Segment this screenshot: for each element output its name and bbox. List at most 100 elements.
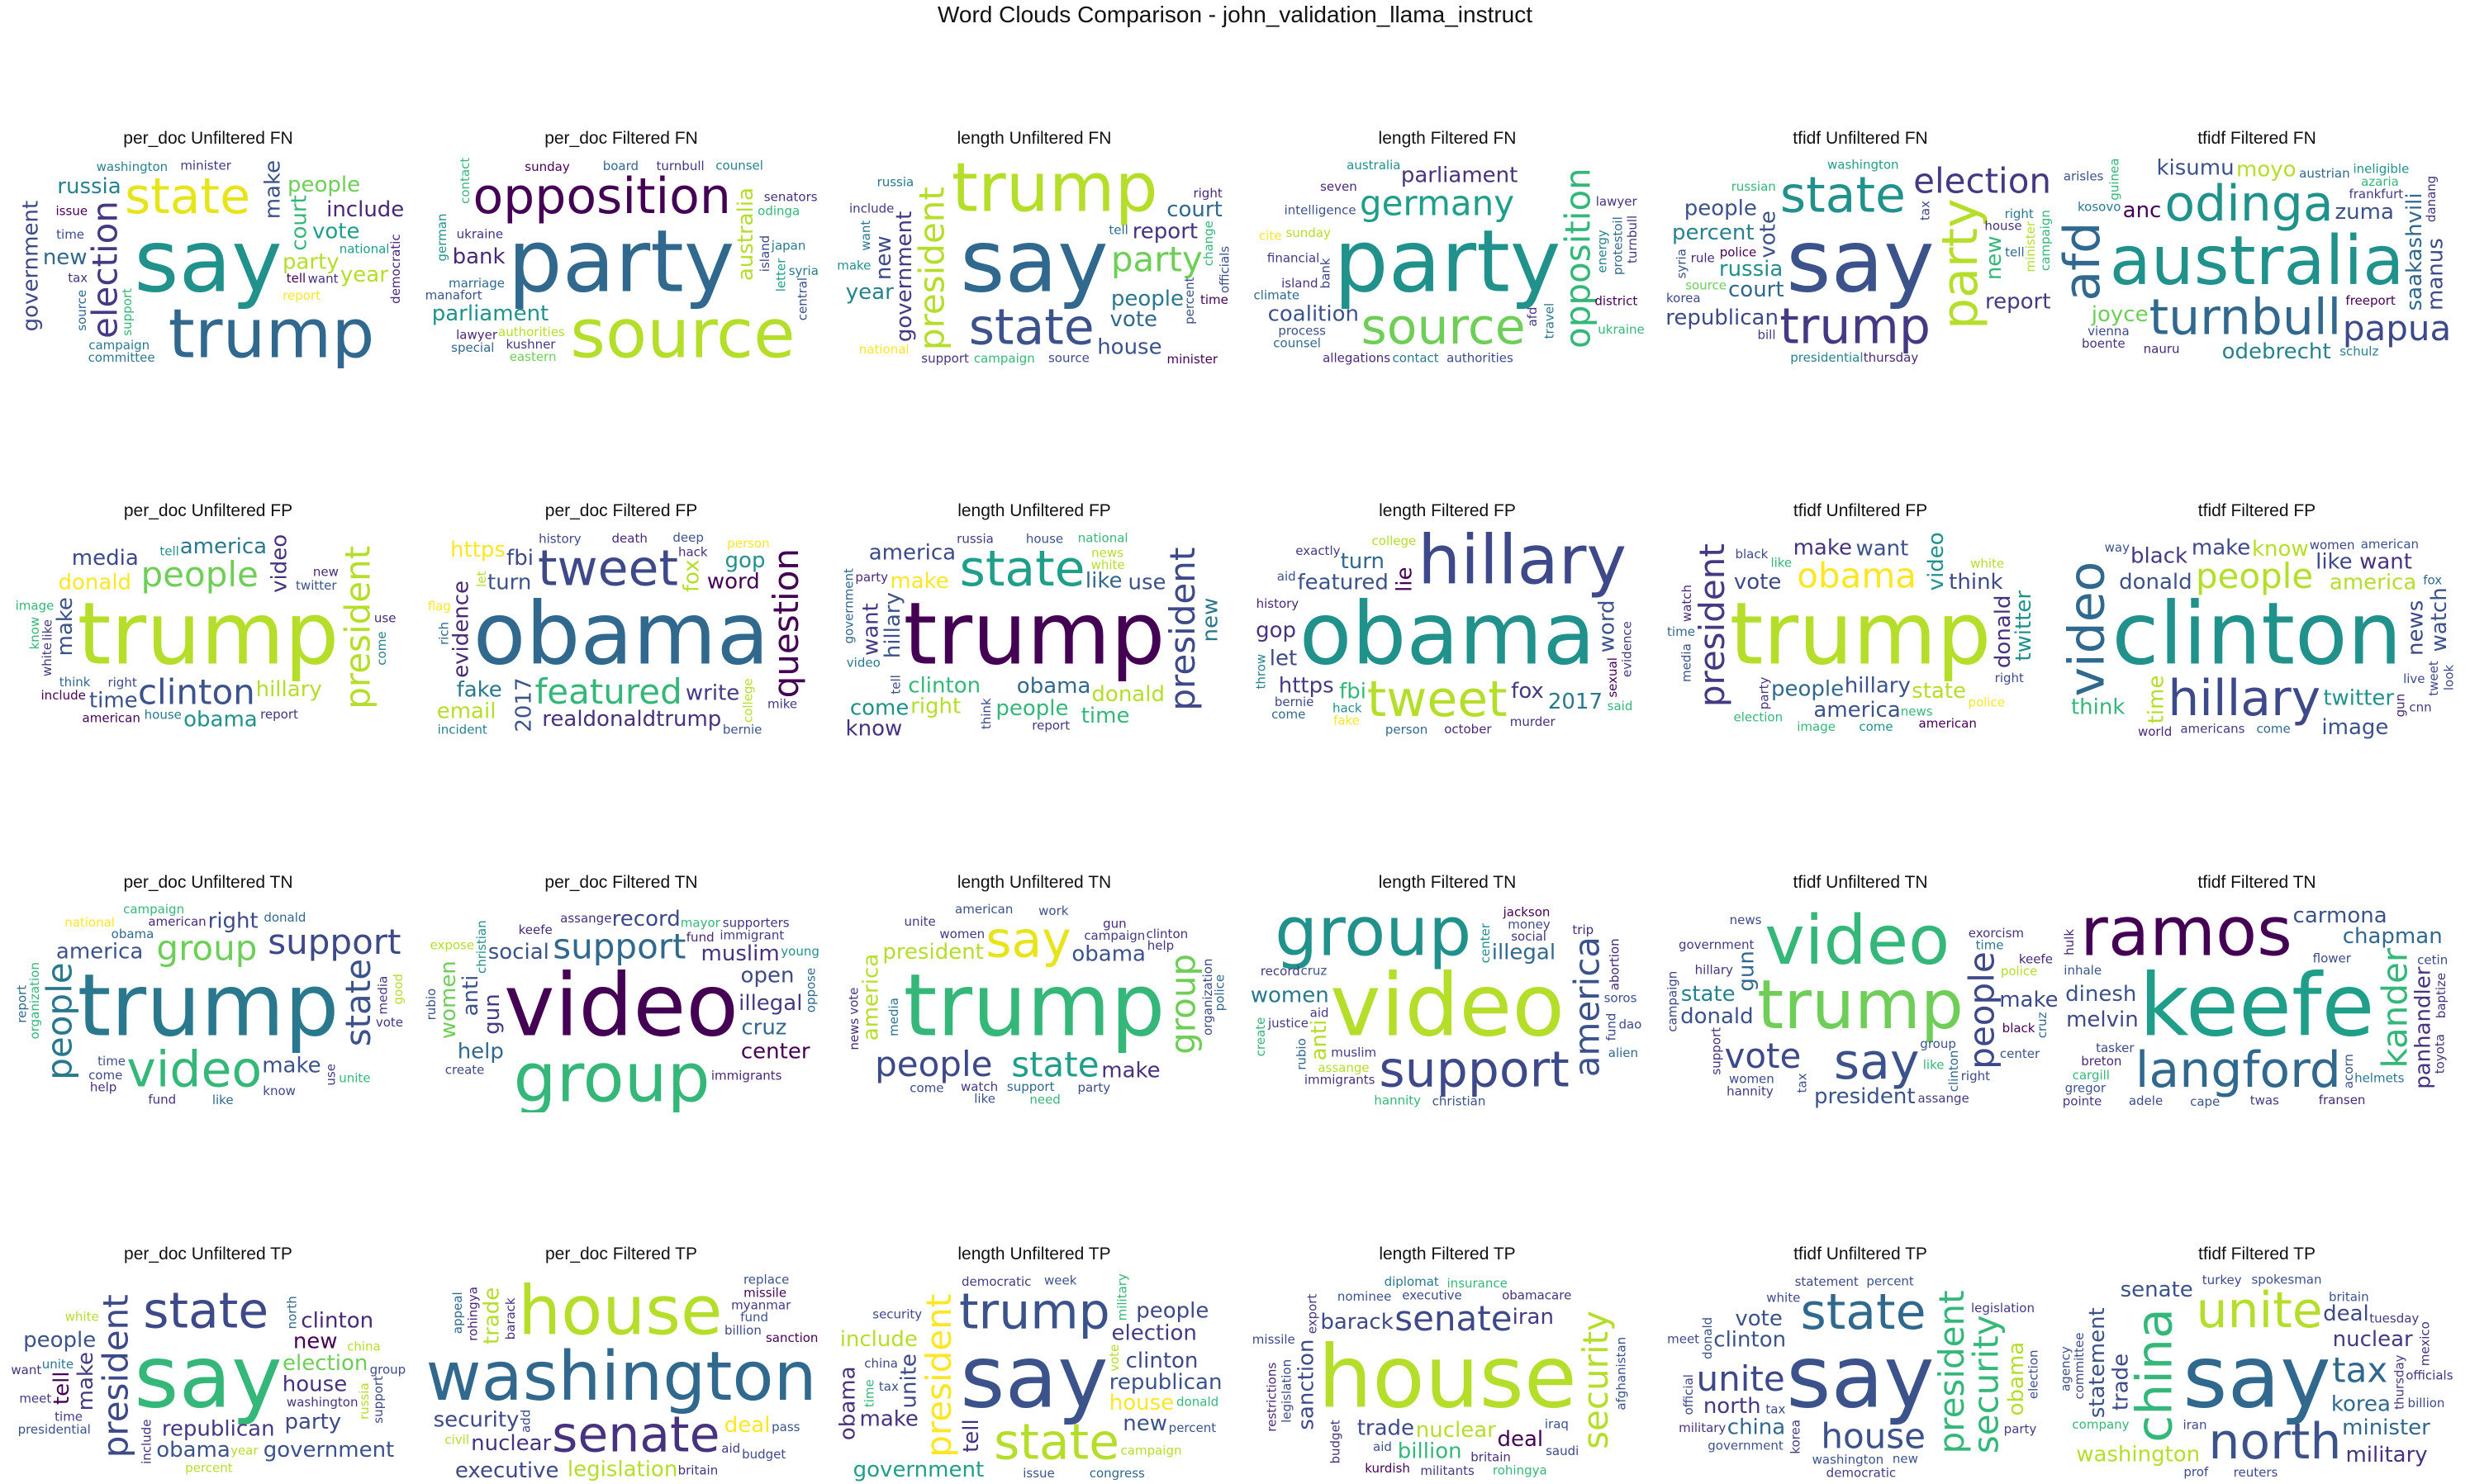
cloud-word: security <box>1575 1311 1616 1449</box>
cloud-word: cruz <box>1301 963 1328 978</box>
cloud-word: https <box>1279 674 1334 699</box>
cloud-word: report <box>1032 718 1070 733</box>
cloud-word: kisumu <box>2156 156 2234 181</box>
cloud-word: arisles <box>2064 168 2104 183</box>
cloud-word: american <box>955 902 1013 917</box>
cloud-word: tax <box>1918 201 1933 220</box>
cloud-word: record <box>612 907 681 932</box>
cloud-word: barack <box>503 1297 518 1339</box>
cloud-word: legislation <box>1279 1359 1294 1423</box>
cloud-word: make <box>860 1407 919 1432</box>
cloud-word: house <box>1097 334 1161 359</box>
cloud-word: central <box>796 277 810 320</box>
cloud-word: president <box>1162 548 1203 711</box>
cloud-word: assange <box>560 911 611 926</box>
cloud-word: watch <box>1679 585 1694 622</box>
cloud-word: support <box>553 926 686 966</box>
cloud-word: center <box>1478 922 1493 963</box>
cloud-word: work <box>1038 903 1069 918</box>
cloud-word: police <box>1720 245 1757 260</box>
cloud-word: opposition <box>1557 168 1598 348</box>
cloud-word: papua <box>2343 308 2451 348</box>
cloud-word: house <box>518 1272 722 1350</box>
cloud-word: vote <box>1755 211 1780 258</box>
cloud-word: ukraine <box>457 227 503 242</box>
cloud-word: president <box>912 187 952 350</box>
cloud-word: twitter <box>2012 590 2036 661</box>
cloud-word: include <box>41 688 86 703</box>
cloud-word: time <box>1976 938 2004 953</box>
cloud-word: question <box>766 548 806 698</box>
cloud-word: women <box>436 960 461 1039</box>
cloud-word: party <box>1756 676 1771 709</box>
cloud-word: unite <box>897 1354 922 1408</box>
cloud-word: turnbull <box>657 159 705 173</box>
cloud-word: want <box>2359 550 2412 575</box>
cloud-word: come <box>2256 721 2290 736</box>
cloud-word: watch <box>961 1079 998 1094</box>
cloud-word: fund <box>686 930 715 945</box>
cloud-word: said <box>1608 699 1633 714</box>
cloud-word: obama <box>473 584 769 685</box>
cloud-word: budget <box>742 1447 786 1462</box>
cloud-word: state <box>969 299 1095 357</box>
cloud-word: obama <box>1071 942 1146 967</box>
cloud-word: time <box>862 1379 876 1407</box>
cloud-word: obama <box>112 927 154 941</box>
cloud-word: president <box>1814 1084 1916 1109</box>
cloud-word: president <box>1692 543 1732 707</box>
cloud-word: pass <box>772 1420 800 1434</box>
cloud-word: party <box>1931 198 1989 330</box>
cloud-word: american <box>2361 537 2419 552</box>
cloud-word: breton <box>2081 1054 2121 1069</box>
cloud-word: exorcism <box>1969 926 2024 941</box>
cloud-word: austrian <box>2299 166 2349 181</box>
cloud-word: tweet <box>538 540 678 598</box>
cloud-word: dao <box>1618 1017 1641 1031</box>
cloud-word: women <box>1729 1072 1774 1087</box>
cloud-word: hannity <box>1727 1084 1774 1099</box>
cloud-word: clinton <box>2111 584 2401 685</box>
cloud-word: carmona <box>2293 903 2387 928</box>
cloud-word: schulz <box>2339 344 2378 358</box>
cloud-word: police <box>2001 964 2038 979</box>
cloud-word: election <box>2026 1349 2041 1399</box>
cloud-word: bernie <box>723 723 762 737</box>
cloud-word: government <box>853 1458 985 1482</box>
panel-title: tfidf Unfiltered TP <box>1793 1245 1927 1264</box>
cloud-word: trump <box>169 295 375 368</box>
cloud-word: world <box>2138 724 2172 739</box>
cloud-word: tuesday <box>2369 1311 2419 1326</box>
cloud-word: come <box>910 1081 943 1096</box>
cloud-word: security <box>434 1408 520 1433</box>
cloud-word: illegal <box>1492 941 1556 965</box>
wordcloud-panel: trump state president obama clinton people hil… <box>834 527 1234 741</box>
wordcloud-panel: trump president obama hillary people donald st… <box>1660 527 2060 741</box>
cloud-word: japan <box>771 238 806 253</box>
cloud-word: white <box>40 642 55 676</box>
cloud-word: come <box>88 1068 122 1083</box>
cloud-word: rubio <box>1294 1038 1309 1070</box>
cloud-word: contact <box>458 158 473 204</box>
cloud-word: unite <box>2197 1282 2323 1339</box>
cloud-word: court <box>1728 277 1784 302</box>
cloud-word: anc <box>2123 198 2162 223</box>
cloud-word: lie <box>1393 567 1418 591</box>
cloud-word: media <box>1679 643 1693 682</box>
cloud-word: gun <box>1103 917 1127 932</box>
cloud-word: women <box>939 927 985 941</box>
cloud-word: support <box>921 351 969 366</box>
cloud-word: year <box>230 1443 259 1458</box>
cloud-word: kushner <box>506 337 557 352</box>
cloud-word: new <box>1982 235 2007 280</box>
cloud-word: live <box>2403 671 2425 686</box>
cloud-word: support <box>1379 1041 1569 1099</box>
panel-title: tfidf Filtered FN <box>2197 129 2316 148</box>
cloud-word: washington <box>2076 1443 2200 1467</box>
cloud-word: trade <box>1357 1416 1414 1441</box>
cloud-word: week <box>1044 1273 1077 1288</box>
cloud-word: history <box>539 532 582 547</box>
cloud-word: appeal <box>450 1292 465 1334</box>
cloud-word: organization <box>27 962 42 1039</box>
